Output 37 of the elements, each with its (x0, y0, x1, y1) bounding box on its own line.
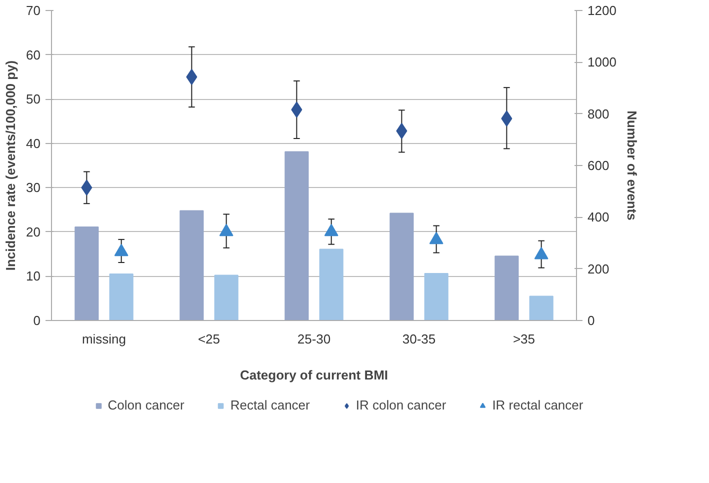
y2-tick-label: 400 (588, 210, 610, 225)
bar (109, 274, 134, 320)
bar (390, 212, 414, 320)
y-tick-label: 50 (26, 92, 41, 107)
y-tick-label: 20 (26, 224, 41, 240)
y-tick-label: 10 (26, 268, 41, 284)
x-tick-label: 30-35 (402, 332, 436, 346)
bar (424, 272, 448, 320)
bar (529, 296, 554, 320)
bar (74, 226, 99, 320)
y-tick-label: 30 (26, 180, 41, 196)
x-tick-label: <25 (198, 332, 220, 346)
bar (214, 274, 238, 320)
bar (180, 210, 204, 320)
x-axis-title: Category of current BMI (240, 368, 388, 382)
bar (284, 151, 309, 320)
x-tick-label: >35 (512, 332, 536, 346)
legend-label: Rectal cancer (230, 398, 310, 412)
y2-tick-label: 1200 (588, 3, 616, 18)
bar (319, 248, 344, 320)
y-tick-label: 70 (26, 3, 41, 18)
y-tick-label: 0 (33, 313, 41, 328)
y2-tick-label: 600 (588, 158, 610, 173)
bar (494, 256, 519, 320)
x-tick-label: 25-30 (297, 332, 331, 346)
y-tick-label: 60 (26, 47, 41, 62)
y2-tick-label: 1000 (588, 54, 616, 70)
y2-tick-label: 0 (588, 313, 595, 328)
legend-label: Colon cancer (108, 398, 184, 412)
y-tick-label: 40 (26, 136, 41, 151)
legend-label: IR rectal cancer (492, 398, 584, 412)
y2-tick-label: 800 (588, 106, 610, 122)
y2-tick-label: 200 (588, 261, 610, 276)
legend-label: IR colon cancer (356, 398, 446, 412)
y-axis-title: Incidence rate (events/100,000 py) (3, 60, 18, 271)
y2-axis-title: Number of events (624, 110, 640, 220)
x-tick-label: missing (82, 332, 126, 346)
